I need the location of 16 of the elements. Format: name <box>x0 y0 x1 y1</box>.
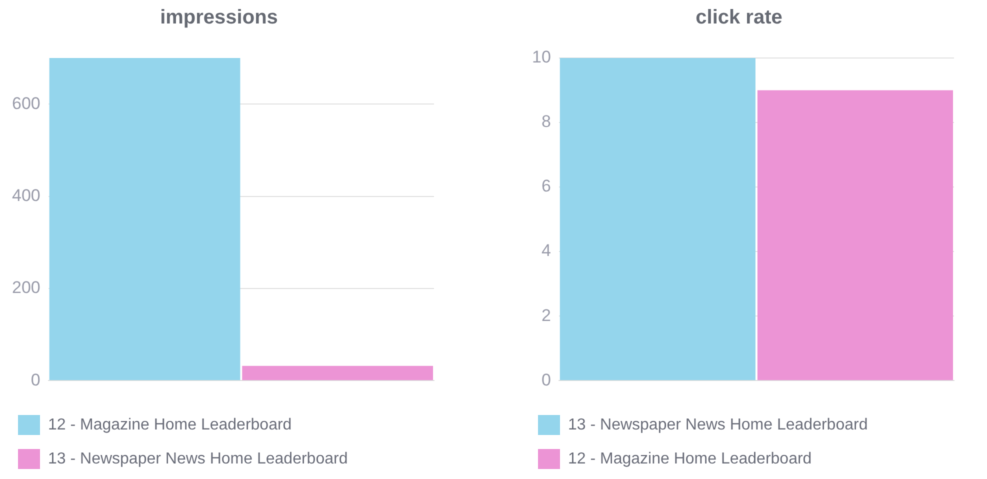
chart-title: impressions <box>160 6 278 29</box>
y-tick-label: 8 <box>541 112 551 132</box>
y-tick-label: 6 <box>541 176 551 196</box>
legend-label: 12 - Magazine Home Leaderboard <box>48 416 292 434</box>
y-tick-label: 400 <box>12 186 40 205</box>
y-tick-label: 10 <box>532 48 551 67</box>
y-tick-label: 600 <box>12 94 40 113</box>
y-tick-label: 2 <box>541 306 551 325</box>
y-tick-label: 200 <box>12 278 40 298</box>
legend-label: 12 - Magazine Home Leaderboard <box>568 450 812 468</box>
legend-label: 13 - Newspaper News Home Leaderboard <box>48 450 348 468</box>
y-tick-label: 0 <box>30 370 40 390</box>
y-tick-label: 4 <box>541 241 551 260</box>
chart-title: click rate <box>696 6 782 29</box>
legend-label: 13 - Newspaper News Home Leaderboard <box>568 416 868 434</box>
y-tick-label: 0 <box>541 370 551 390</box>
